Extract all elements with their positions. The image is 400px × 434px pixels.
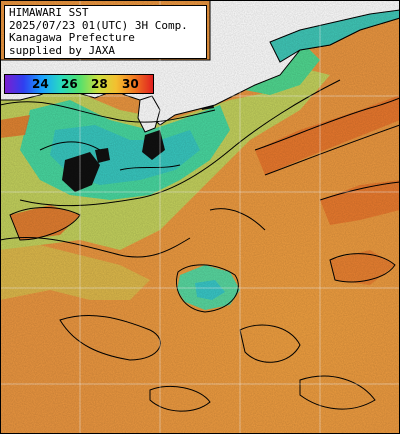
info-timestamp: 2025/07/23 01(UTC) 3H Comp.	[9, 18, 188, 32]
map-info-box: HIMAWARI SST 2025/07/23 01(UTC) 3H Comp.…	[4, 5, 207, 59]
info-region: Kanagawa Prefecture	[9, 31, 135, 45]
legend-label-30: 30	[122, 77, 139, 91]
legend-label-28: 28	[91, 77, 108, 91]
legend-color-bar	[5, 75, 153, 93]
legend-label-24: 24	[32, 77, 49, 91]
info-source: supplied by JAXA	[9, 43, 115, 57]
temperature-legend: 24 26 28 30	[4, 74, 154, 94]
info-title: HIMAWARI SST	[9, 6, 89, 19]
legend-label-26: 26	[61, 77, 78, 91]
